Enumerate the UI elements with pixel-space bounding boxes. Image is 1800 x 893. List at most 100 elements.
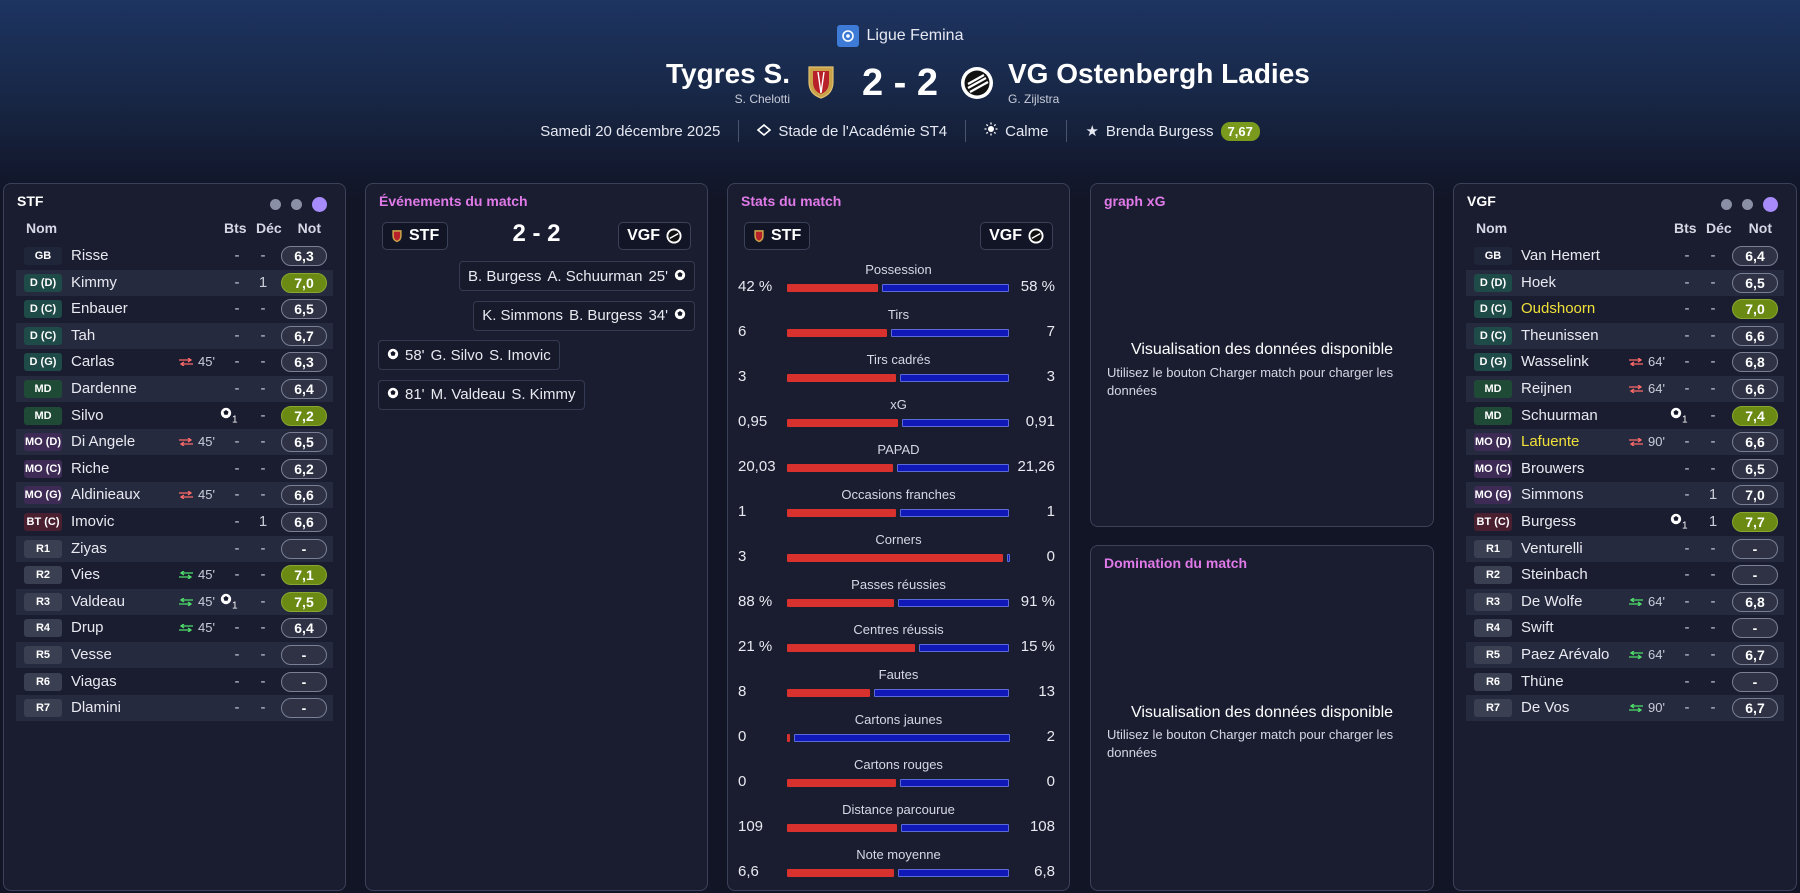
player-row[interactable]: R3 De Wolfe 64' - -6,8 [1466, 588, 1784, 615]
player-row[interactable]: BT (C) Imovic - 1 6,6 [16, 509, 333, 535]
player-name[interactable]: Enbauer [71, 300, 128, 318]
player-name[interactable]: Vies [71, 566, 100, 584]
player-name[interactable]: Van Hemert [1521, 247, 1600, 264]
player-name[interactable]: Steinbach [1521, 566, 1588, 584]
player-row[interactable]: R6 Viagas - - - [16, 669, 333, 695]
player-row[interactable]: GB Van Hemert - -6,4 [1466, 243, 1784, 269]
col-name[interactable]: Nom [26, 220, 58, 236]
player-name[interactable]: Simmons [1521, 486, 1584, 504]
player-name[interactable]: Lafuente [1521, 433, 1580, 451]
player-name[interactable]: Swift [1521, 619, 1554, 637]
player-name[interactable]: Thüne [1521, 672, 1564, 690]
competition[interactable]: Ligue Femina [0, 25, 1800, 47]
player-row[interactable]: R7 Dlamini - - - [16, 695, 333, 722]
view-dot-2[interactable] [1742, 199, 1753, 210]
view-dot-3[interactable] [312, 197, 327, 212]
player-name[interactable]: Imovic [71, 513, 115, 530]
player-row[interactable]: BT (C) Burgess 1 1 7,7 [1466, 509, 1784, 535]
events-away-chip[interactable]: VGF [618, 222, 691, 250]
player-name[interactable]: Carlas [71, 353, 115, 371]
player-row[interactable]: MD Silvo 1 -7,2 [16, 403, 333, 429]
events-home-chip[interactable]: STF [382, 222, 449, 250]
player-name[interactable]: Risse [71, 247, 109, 264]
player-name[interactable]: Valdeau [71, 592, 125, 610]
player-name[interactable]: De Wolfe [1521, 592, 1583, 610]
stadium[interactable]: Stade de l'Académie ST4 [757, 123, 947, 140]
player-name[interactable]: Drup [71, 619, 104, 637]
player-name[interactable]: Venturelli [1521, 539, 1583, 557]
player-name[interactable]: Viagas [71, 672, 117, 690]
col-assists[interactable]: Déc [256, 220, 282, 236]
player-row[interactable]: MO (G) Aldinieaux 45' - -6,6 [16, 482, 333, 509]
player-row[interactable]: R4 Drup 45' - -6,4 [16, 615, 333, 641]
player-row[interactable]: R5 Paez Arévalo 64' - -6,7 [1466, 642, 1784, 668]
player-row[interactable]: R2 Vies 45' - -7,1 [16, 562, 333, 588]
player-row[interactable]: D (G) Wasselink 64' - -6,8 [1466, 349, 1784, 375]
player-row[interactable]: R1 Ziyas - - - [16, 535, 333, 562]
away-team-name[interactable]: VG Ostenbergh Ladies [1008, 58, 1310, 89]
view-dot-2[interactable] [291, 199, 302, 210]
player-row[interactable]: D (D) Hoek - -6,5 [1466, 269, 1784, 296]
event-goal[interactable]: B. Burgess A. Schuurman 25' [459, 261, 695, 291]
player-row[interactable]: D (C) Enbauer - -6,5 [16, 296, 333, 322]
player-row[interactable]: MD Schuurman 1 -7,4 [1466, 403, 1784, 429]
player-name[interactable]: Dlamini [71, 699, 122, 717]
view-dot-1[interactable] [1721, 199, 1732, 210]
stats-away-chip[interactable]: VGF [980, 222, 1053, 250]
player-name[interactable]: Kimmy [71, 273, 117, 291]
event-goal[interactable]: K. Simmons B. Burgess 34' [473, 300, 695, 331]
player-name[interactable]: Reijnen [1521, 380, 1572, 397]
player-row[interactable]: GB Risse - -6,3 [16, 243, 333, 269]
home-crest-icon[interactable] [806, 64, 836, 100]
view-dot-1[interactable] [270, 199, 281, 210]
player-row[interactable]: D (C) Tah - -6,7 [16, 322, 333, 349]
player-name[interactable]: Oudshoorn [1521, 300, 1596, 318]
player-name[interactable]: Brouwers [1521, 459, 1585, 477]
col-rating[interactable]: Not [1748, 220, 1772, 236]
player-name[interactable]: Dardenne [71, 380, 137, 397]
player-name[interactable]: Aldinieaux [71, 486, 141, 504]
player-row[interactable]: MO (C) Brouwers - -6,5 [1466, 456, 1784, 482]
player-row[interactable]: R7 De Vos 90' - -6,7 [1466, 695, 1784, 722]
player-row[interactable]: R1 Venturelli - - - [1466, 535, 1784, 562]
player-name[interactable]: Hoek [1521, 273, 1557, 291]
player-name[interactable]: Wasselink [1521, 353, 1589, 371]
col-assists[interactable]: Déc [1706, 220, 1732, 236]
player-name[interactable]: Riche [71, 459, 110, 477]
player-name[interactable]: Vesse [71, 646, 112, 663]
player-row[interactable]: MD Reijnen 64' - -6,6 [1466, 376, 1784, 402]
player-row[interactable]: MO (C) Riche - -6,2 [16, 456, 333, 482]
col-name[interactable]: Nom [1476, 220, 1508, 236]
player-row[interactable]: MO (D) Di Angele 45' - -6,5 [16, 429, 333, 456]
player-row[interactable]: MO (D) Lafuente 90' - -6,6 [1466, 429, 1784, 456]
player-row[interactable]: R2 Steinbach - - - [1466, 562, 1784, 588]
stats-home-chip[interactable]: STF [744, 222, 811, 250]
player-row[interactable]: MO (G) Simmons -1 7,0 [1466, 482, 1784, 509]
player-name[interactable]: Tah [71, 326, 96, 344]
view-dot-3[interactable] [1763, 197, 1778, 212]
player-row[interactable]: R6 Thüne - - - [1466, 669, 1784, 695]
player-row[interactable]: D (C) Oudshoorn - -7,0 [1466, 296, 1784, 322]
player-name[interactable]: Ziyas [71, 539, 107, 557]
player-row[interactable]: MD Dardenne - -6,4 [16, 376, 333, 402]
col-goals[interactable]: Bts [224, 220, 247, 236]
player-row[interactable]: R3 Valdeau 45' 1 -7,5 [16, 588, 333, 615]
col-rating[interactable]: Not [297, 220, 321, 236]
home-manager[interactable]: S. Chelotti [734, 92, 790, 106]
col-goals[interactable]: Bts [1674, 220, 1697, 236]
player-name[interactable]: Di Angele [71, 433, 136, 451]
event-goal[interactable]: 81' M. Valdeau S. Kimmy [378, 379, 585, 410]
player-name[interactable]: Paez Arévalo [1521, 646, 1610, 663]
player-row[interactable]: D (C) Theunissen - -6,6 [1466, 322, 1784, 349]
player-row[interactable]: D (D) Kimmy -1 7,0 [16, 269, 333, 296]
player-row[interactable]: R5 Vesse - - - [16, 642, 333, 668]
player-name[interactable]: Theunissen [1521, 326, 1599, 344]
away-team[interactable]: VG Ostenbergh Ladies G. Zijlstra [1008, 58, 1310, 106]
home-team-name[interactable]: Tygres S. [666, 58, 790, 89]
player-of-the-match[interactable]: ★ Brenda Burgess 7,67 [1085, 121, 1260, 141]
player-row[interactable]: D (G) Carlas 45' - -6,3 [16, 349, 333, 375]
player-name[interactable]: De Vos [1521, 699, 1570, 717]
player-name[interactable]: Schuurman [1521, 406, 1598, 424]
player-row[interactable]: R4 Swift - - - [1466, 615, 1784, 641]
away-manager[interactable]: G. Zijlstra [1008, 92, 1060, 106]
